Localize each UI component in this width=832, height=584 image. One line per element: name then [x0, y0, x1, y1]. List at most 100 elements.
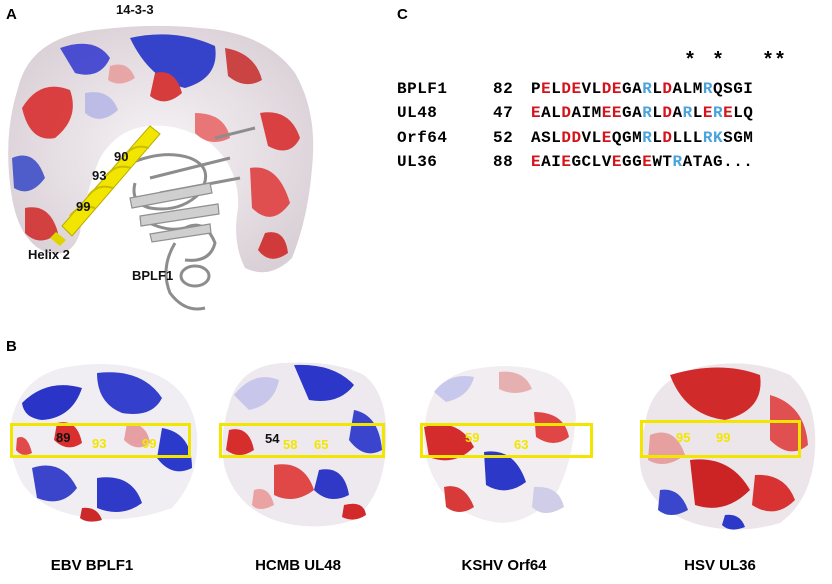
sequence-start: 52: [493, 129, 514, 147]
residue: L: [652, 129, 663, 147]
structure-caption: HCMB UL48: [255, 557, 341, 574]
surface-14-3-3: [8, 25, 314, 273]
residue: L: [591, 80, 602, 98]
residue: R: [702, 80, 713, 98]
residue: E: [531, 153, 542, 171]
residue: M: [632, 129, 643, 147]
residue: E: [531, 104, 542, 122]
residue-label: 58: [283, 437, 298, 452]
residue: D: [662, 104, 673, 122]
residue: L: [652, 104, 663, 122]
residue: R: [672, 153, 683, 171]
residue: A: [531, 129, 542, 147]
residue: P: [531, 80, 542, 98]
residue-label: 63: [514, 437, 529, 452]
sequence-name: BPLF1: [397, 80, 448, 98]
residue-label: 65: [314, 437, 329, 452]
residue: Q: [743, 104, 754, 122]
residue: A: [541, 153, 552, 171]
residue: V: [581, 129, 592, 147]
sequence-name: Orf64: [397, 129, 448, 147]
highlight-box: [219, 423, 385, 458]
residue: A: [632, 104, 643, 122]
residue: .: [743, 153, 754, 171]
residue: .: [733, 153, 744, 171]
residue: C: [581, 153, 592, 171]
helix-2: [50, 125, 161, 246]
residue: L: [551, 80, 562, 98]
residue: M: [743, 129, 754, 147]
residue: K: [712, 129, 724, 147]
residue: L: [682, 129, 693, 147]
residue: G: [621, 129, 633, 147]
residue: A: [632, 80, 643, 98]
panel-a-title: 14-3-3: [116, 2, 154, 17]
sequence-start: 82: [493, 80, 514, 98]
residue: E: [611, 153, 622, 171]
helix-2-label: Helix 2: [28, 247, 70, 262]
residue: Q: [611, 129, 622, 147]
residue: G: [571, 153, 582, 171]
residue: E: [601, 129, 612, 147]
residue: D: [662, 80, 673, 98]
residue: D: [561, 104, 572, 122]
residue: A: [571, 104, 582, 122]
panel-c-letter: C: [397, 6, 408, 23]
bplf1-label: BPLF1: [132, 268, 174, 283]
residue: G: [621, 153, 633, 171]
residue-label: 59: [465, 430, 480, 445]
residue: E: [723, 104, 734, 122]
highlight-box: [640, 420, 801, 458]
residue: R: [642, 104, 653, 122]
residue: .: [723, 153, 734, 171]
residue: E: [571, 80, 582, 98]
residue: L: [551, 104, 562, 122]
residue: D: [561, 80, 572, 98]
residue: I: [743, 80, 754, 98]
residue: Q: [712, 80, 724, 98]
residue: D: [601, 80, 612, 98]
alignment-row: BPLF1 82 PELDEVLDEGARLDALMRQSGI: [397, 80, 753, 98]
residue: G: [733, 129, 744, 147]
residue: G: [621, 80, 633, 98]
residue: M: [591, 104, 602, 122]
structure-caption: HSV UL36: [684, 557, 756, 574]
residue-label: 99: [716, 430, 731, 445]
residue: G: [733, 80, 744, 98]
residue: R: [702, 129, 713, 147]
residue: R: [642, 80, 653, 98]
residue: L: [591, 153, 602, 171]
residue: G: [621, 104, 633, 122]
residue: A: [672, 80, 683, 98]
residue: L: [733, 104, 744, 122]
residue: L: [672, 129, 683, 147]
surface-kshv-orf64: [423, 366, 576, 523]
residue: V: [601, 153, 612, 171]
alignment-row: UL36 88 EAIEGCLVEGGEWTRATAG...: [397, 153, 753, 171]
residue: D: [561, 129, 572, 147]
residue: R: [642, 129, 653, 147]
conservation-star: **: [762, 50, 787, 73]
residue: A: [672, 104, 683, 122]
residue: R: [712, 104, 724, 122]
residue: L: [682, 80, 693, 98]
residue: T: [662, 153, 673, 171]
surface-ebv-bplf1: [10, 364, 198, 522]
sequence-start: 47: [493, 104, 514, 122]
panel-a-structure: [8, 25, 314, 311]
structure-caption: KSHV Orf64: [461, 557, 547, 574]
residue: V: [581, 80, 592, 98]
sequence-start: 88: [493, 153, 514, 171]
residue: A: [682, 153, 693, 171]
residue: D: [662, 129, 673, 147]
residue: D: [571, 129, 582, 147]
residue: W: [652, 153, 663, 171]
sequence-name: UL48: [397, 104, 438, 122]
residue-label: 95: [676, 430, 691, 445]
residue: M: [692, 80, 703, 98]
residue: I: [581, 104, 592, 122]
helix-number-93: 93: [92, 168, 107, 183]
sequence-name: UL36: [397, 153, 438, 171]
surface-hcmb-ul48: [222, 362, 387, 527]
residue: G: [632, 153, 643, 171]
